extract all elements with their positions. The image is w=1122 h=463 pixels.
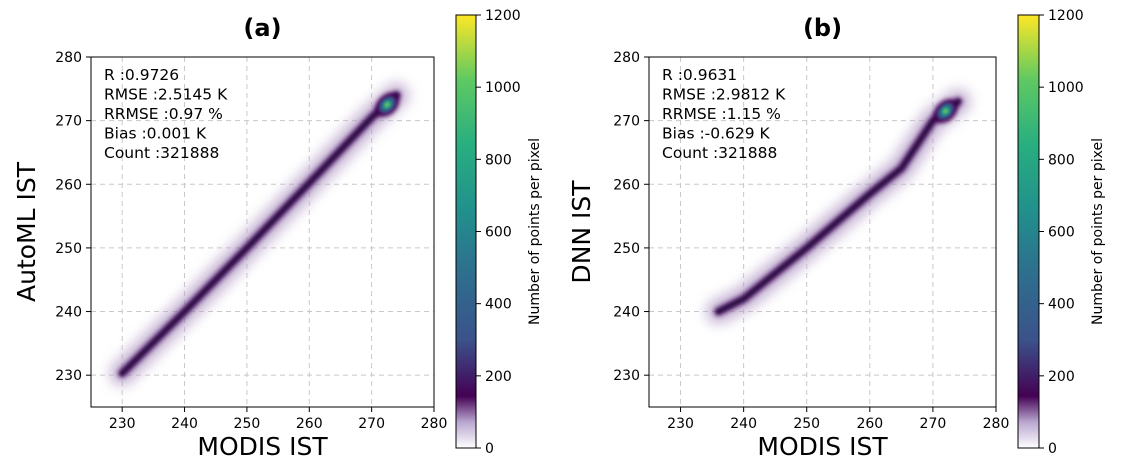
panel-a-y-tick-label-250: 250 [55,241,82,257]
panel-b-y-ticks: 230 240 250 260 270 280 [613,50,649,384]
panel-b-y-tick-label-280: 280 [613,50,640,66]
panel-b-y-axis-label: DNN IST [567,180,596,284]
panel-a-y-axis-label: AutoML IST [12,161,41,302]
panel-b-frame [648,56,997,408]
panel-b-stat-line-0: R :0.9631 [662,66,737,84]
panel-a-colorbar-tick-label-400: 400 [485,297,512,313]
panel-b-stat-line-3: Bias :-0.629 K [662,125,771,143]
panel-a-y-tick-label-230: 230 [55,368,82,384]
panel-a-colorbar-tick-label-1200: 1200 [485,8,521,24]
panel-b-y-tick-label-250: 250 [613,241,640,257]
panel-a-x-tick-label-250: 250 [234,416,261,432]
panel-a-y-tick-label-240: 240 [55,305,82,321]
panel-b-colorbar-tick-label-1000: 1000 [1048,80,1084,96]
panel-a-stat-line-4: Count :321888 [104,144,219,162]
panel-a-stat-line-0: R :0.9726 [104,66,179,84]
panel-b-density [703,86,974,327]
panel-a-y-ticks: 230 240 250 260 270 280 [55,50,91,384]
panel-a-x-tick-label-270: 270 [358,416,385,432]
panel-b-y-tick-label-230: 230 [613,368,640,384]
panel-b-hotspot-ring-3 [942,108,949,114]
panel-a-frame [90,56,435,408]
panel-b-colorbar-label: Number of points per pixel [1090,138,1106,325]
panel-b-colorbar-tick-label-800: 800 [1048,152,1075,168]
panel-a-density-core [120,93,399,376]
panel-a-y-tick-label-270: 270 [55,114,82,130]
panel-b-x-tick-label-240: 240 [730,416,757,432]
panel-b-x-tick-label-250: 250 [793,416,820,432]
panel-a-colorbar: 0 200 400 600 800 1000 1200 Number of points pe… [455,8,543,457]
panel-b-stat-line-2: RRMSE :1.15 % [662,105,781,123]
panel-a-hotspot-ring-3 [384,101,390,108]
panel-a-colorbar-tick-label-1000: 1000 [485,80,521,96]
panel-a-y-tick-label-280: 280 [55,50,82,66]
panel-a-colorbar-tick-label-0: 0 [485,441,494,457]
panel-a-x-tick-label-230: 230 [109,416,136,432]
panel-b-colorbar-ramp [1017,14,1040,449]
panel-b-x-ticks: 230 240 250 260 270 280 [667,407,1009,432]
panel-b-x-tick-label-260: 260 [856,416,883,432]
panel-a-y-tick-label-260: 260 [55,177,82,193]
panel-a-title: (a) [243,14,281,42]
panel-a-colorbar-tick-label-600: 600 [485,225,512,241]
panel-a-x-tick-label-240: 240 [171,416,198,432]
panel-a-stat-line-2: RRMSE :0.97 % [104,105,223,123]
panel-b-x-axis-label: MODIS IST [757,432,888,461]
panel-b-colorbar-tick-label-200: 200 [1048,369,1075,385]
panel-a-x-ticks: 230 240 250 260 270 280 [109,407,448,432]
panel-a-colorbar-tick-label-800: 800 [485,152,512,168]
panel-a-x-tick-label-260: 260 [296,416,323,432]
panel-a-colorbar-tick-label-200: 200 [485,369,512,385]
panel-b-colorbar-tick-label-400: 400 [1048,297,1075,313]
panel-a-density [107,80,412,389]
panel-b-title: (b) [803,14,842,42]
panel-b-colorbar-tick-label-0: 0 [1048,441,1057,457]
panel-a-stat-line-3: Bias :0.001 K [104,125,207,143]
panel-b-density-core [716,99,961,314]
panel-b-x-tick-label-270: 270 [920,416,947,432]
panel-b-y-tick-label-240: 240 [613,305,640,321]
panel-a-stat-line-1: RMSE :2.5145 K [104,86,228,104]
panel-a-x-tick-label-280: 280 [421,416,448,432]
panel-a-x-axis-label: MODIS IST [197,432,328,461]
panel-b-y-tick-label-260: 260 [613,177,640,193]
panel-b: (b) 230 240 250 260 270 280 230 240 250 260 270 28… [567,8,1106,461]
panel-a-colorbar-ramp [455,14,477,449]
panel-b-colorbar: 0 200 400 600 800 1000 1200 Number of points pe… [1017,8,1106,457]
panel-b-colorbar-tick-label-1200: 1200 [1048,8,1084,24]
panel-b-stat-line-1: RMSE :2.9812 K [662,86,786,104]
panel-a: (a) 230 240 250 260 270 280 230 240 250 260 270 28… [12,8,543,461]
panel-b-y-tick-label-270: 270 [613,114,640,130]
panel-b-colorbar-tick-label-600: 600 [1048,225,1075,241]
panel-b-x-tick-label-230: 230 [667,416,694,432]
panel-b-stat-line-4: Count :321888 [662,144,777,162]
panel-a-colorbar-label: Number of points per pixel [527,138,543,325]
panel-b-x-tick-label-280: 280 [983,416,1010,432]
